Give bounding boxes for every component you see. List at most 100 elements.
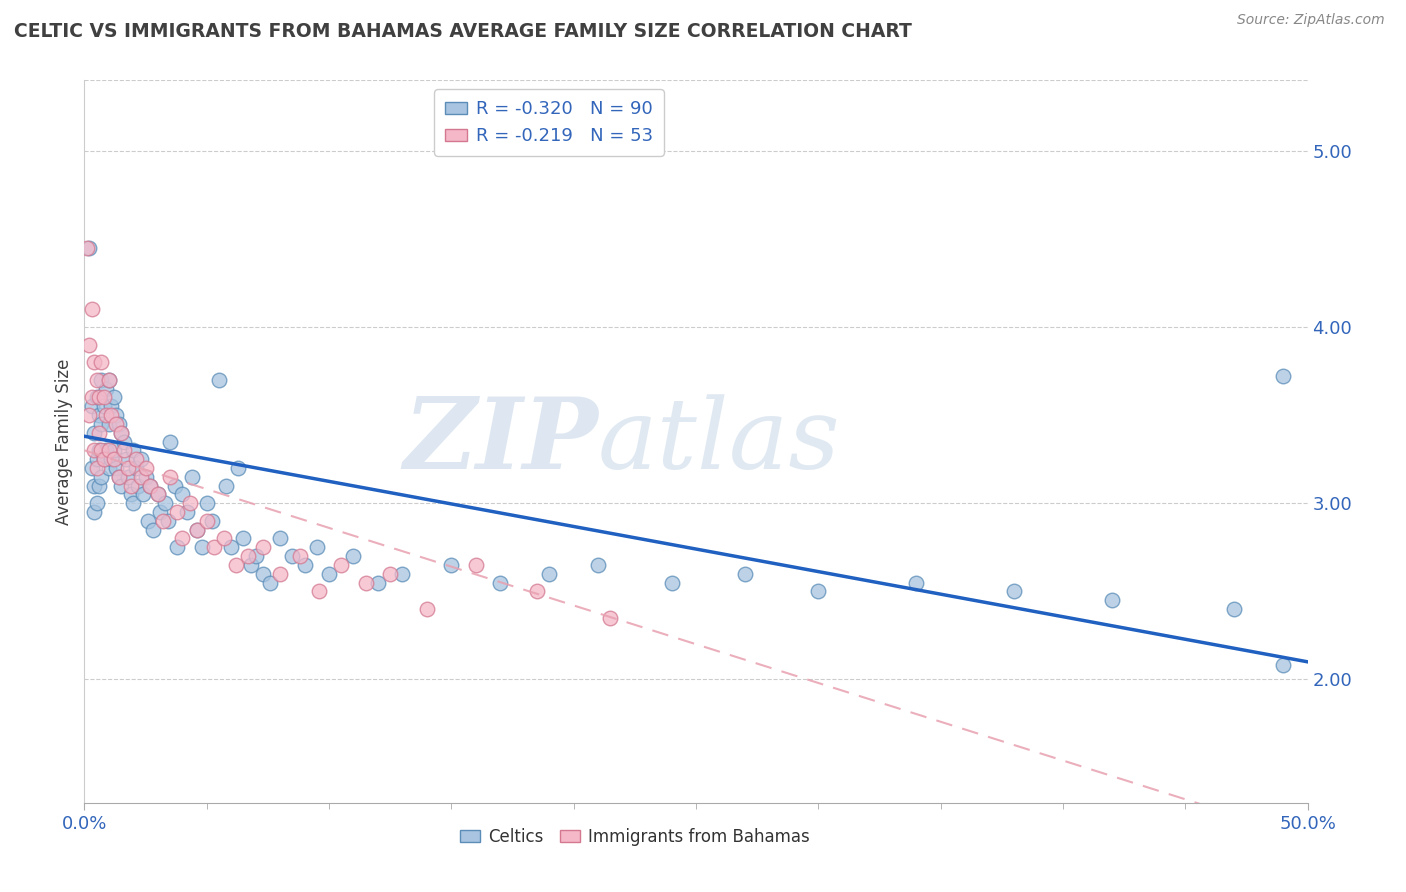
Point	[83, 355, 105, 369]
Point	[202, 541, 225, 555]
Point	[176, 505, 198, 519]
Point	[90, 470, 112, 484]
Point	[159, 434, 181, 449]
Point	[232, 532, 254, 546]
Point	[80, 302, 103, 317]
Point	[90, 355, 112, 369]
Point	[107, 417, 129, 431]
Point	[294, 558, 316, 572]
Point	[80, 399, 103, 413]
Point	[305, 541, 328, 555]
Point	[159, 470, 181, 484]
Point	[103, 452, 125, 467]
Point	[166, 541, 188, 555]
Point	[86, 496, 108, 510]
Point	[90, 417, 112, 431]
Point	[215, 478, 238, 492]
Point	[107, 470, 129, 484]
Point	[252, 541, 274, 555]
Point	[112, 443, 135, 458]
Point	[163, 478, 186, 492]
Point	[308, 584, 330, 599]
Point	[87, 443, 110, 458]
Point	[269, 532, 291, 546]
Point	[83, 478, 105, 492]
Point	[97, 443, 120, 458]
Point	[80, 391, 103, 405]
Point	[93, 399, 115, 413]
Y-axis label: Average Family Size: Average Family Size	[55, 359, 73, 524]
Point	[105, 461, 128, 475]
Point	[100, 399, 122, 413]
Point	[807, 584, 830, 599]
Point	[125, 452, 148, 467]
Point	[186, 523, 208, 537]
Point	[122, 496, 145, 510]
Point	[77, 337, 100, 351]
Point	[228, 461, 250, 475]
Point	[76, 241, 98, 255]
Point	[77, 241, 100, 255]
Point	[83, 505, 105, 519]
Point	[129, 470, 152, 484]
Point	[100, 452, 122, 467]
Point	[97, 461, 120, 475]
Point	[172, 532, 194, 546]
Text: atlas: atlas	[598, 394, 841, 489]
Point	[416, 602, 439, 616]
Point	[122, 443, 145, 458]
Point	[120, 478, 142, 492]
Point	[80, 461, 103, 475]
Point	[86, 461, 108, 475]
Point	[259, 575, 281, 590]
Point	[245, 549, 267, 563]
Point	[330, 558, 353, 572]
Point	[380, 566, 402, 581]
Point	[142, 523, 165, 537]
Point	[489, 575, 512, 590]
Point	[181, 470, 204, 484]
Point	[132, 487, 155, 501]
Point	[586, 558, 609, 572]
Point	[186, 523, 208, 537]
Point	[129, 452, 152, 467]
Point	[238, 549, 260, 563]
Text: CELTIC VS IMMIGRANTS FROM BAHAMAS AVERAGE FAMILY SIZE CORRELATION CHART: CELTIC VS IMMIGRANTS FROM BAHAMAS AVERAG…	[14, 22, 912, 41]
Point	[179, 496, 201, 510]
Point	[87, 391, 110, 405]
Point	[367, 575, 389, 590]
Point	[117, 461, 139, 475]
Point	[391, 566, 413, 581]
Point	[146, 487, 169, 501]
Point	[93, 452, 115, 467]
Point	[599, 611, 621, 625]
Point	[105, 417, 128, 431]
Point	[136, 514, 159, 528]
Point	[200, 514, 222, 528]
Point	[139, 478, 162, 492]
Point	[146, 487, 169, 501]
Point	[93, 391, 115, 405]
Point	[139, 478, 162, 492]
Point	[110, 425, 132, 440]
Point	[440, 558, 463, 572]
Point	[1101, 593, 1123, 607]
Point	[117, 470, 139, 484]
Point	[195, 514, 218, 528]
Point	[83, 443, 105, 458]
Point	[87, 478, 110, 492]
Point	[212, 532, 235, 546]
Point	[120, 487, 142, 501]
Point	[1223, 602, 1246, 616]
Point	[281, 549, 304, 563]
Point	[219, 541, 242, 555]
Point	[103, 391, 125, 405]
Point	[526, 584, 548, 599]
Point	[318, 566, 340, 581]
Point	[135, 461, 157, 475]
Point	[86, 391, 108, 405]
Point	[225, 558, 247, 572]
Point	[90, 443, 112, 458]
Point	[288, 549, 311, 563]
Point	[110, 425, 132, 440]
